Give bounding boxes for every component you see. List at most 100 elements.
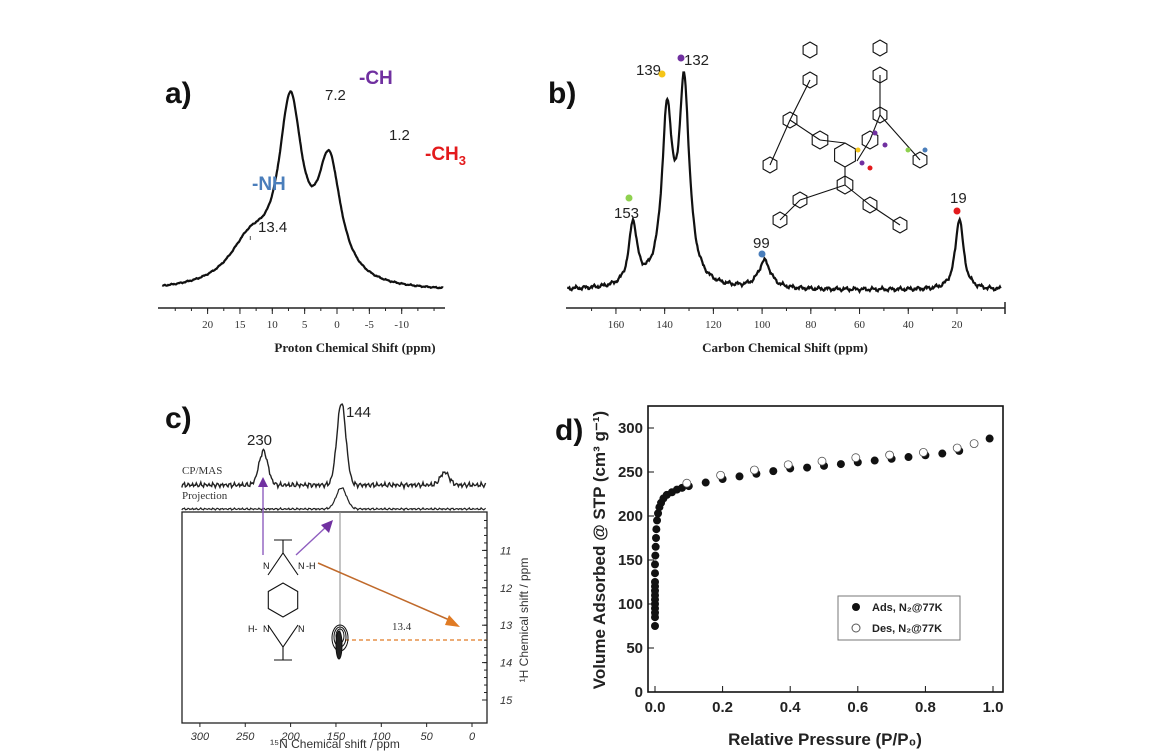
x-tick-label-d: 0.2: [712, 699, 733, 716]
x-tick-label-b: 40: [903, 319, 915, 331]
ads-point: [652, 534, 661, 542]
y-tick-label-d: 50: [626, 640, 643, 657]
peak-label-1-2: 1.2: [389, 127, 410, 144]
des-point: [817, 456, 827, 466]
carbon-spectrum-line: [567, 71, 1002, 295]
des-point: [885, 450, 894, 460]
y-tick-label-d: 300: [618, 420, 643, 437]
peak-label-132: 132: [684, 52, 709, 69]
x-tick-label-b: 100: [754, 319, 771, 331]
axes-d: 0.0 0.2 0.4 0.6 0.8 1.0 0 50 100 150 200 250 300: [618, 420, 1003, 716]
atom-marker-dot: [922, 147, 928, 153]
imidazole-ring-bottom: [267, 624, 299, 648]
x-tick-label-c: 100: [372, 731, 391, 743]
atom-symbol: N: [298, 624, 305, 634]
panel-c: 230 144 CP/MAS Projection 13.4 N N -HN NH- …: [181, 403, 531, 751]
des-point: [952, 443, 962, 453]
polymer-structure-drawing: [762, 39, 928, 234]
atom-marker-dot: [905, 147, 911, 153]
ads-point: [652, 525, 661, 534]
benzene-ring: [861, 130, 879, 150]
contour-core: [335, 630, 343, 660]
legend-box: [837, 595, 961, 641]
y-tick-label-c: 13: [500, 620, 513, 632]
x-tick-label-a: 15: [234, 319, 246, 331]
atom-marker-dot: [882, 142, 888, 148]
x-tick-label-c: 150: [327, 731, 346, 743]
x-tick-label-a: 5: [302, 319, 308, 331]
des-point: [969, 439, 979, 449]
projection-trace-label: Projection: [182, 490, 228, 502]
terminal-ring: [872, 39, 888, 57]
arrow-head-144: [321, 520, 333, 533]
x-tick-label-c: 50: [421, 731, 434, 743]
ads-point: [836, 460, 845, 469]
terminal-ring: [772, 211, 788, 229]
bond: [869, 114, 881, 141]
benzimidazole-ring: [862, 196, 878, 214]
benzene-ring: [267, 582, 299, 618]
panel-label-b: b): [548, 77, 576, 110]
benzimidazole-ring: [792, 191, 808, 209]
benzimidazole-ring: [872, 106, 888, 124]
x-tick-label-c: 300: [191, 731, 210, 743]
ch3-main-text: -CH: [425, 144, 459, 165]
marker-dot-139: [658, 70, 666, 78]
x-tick-label-a: 0: [334, 319, 340, 331]
atom-symbol: N: [263, 624, 270, 634]
bond: [856, 139, 871, 162]
y-tick-label-c: 11: [500, 545, 511, 557]
x-tick-label-a: 20: [202, 319, 214, 331]
y-tick-label-c: 12: [500, 583, 512, 595]
central-ring: [834, 142, 856, 168]
atom-marker-dot: [855, 147, 861, 153]
peak-label-230: 230: [247, 432, 272, 449]
x-tick-label-a: 10: [267, 319, 279, 331]
ads-point: [769, 467, 778, 476]
benzimidazole-ring: [802, 71, 818, 89]
ads-point: [904, 453, 913, 462]
peak-label-7-2: 7.2: [325, 87, 346, 104]
benzene-ring: [836, 175, 854, 195]
terminal-ring: [802, 41, 818, 59]
bond: [869, 204, 901, 226]
x-tick-label-b: 160: [608, 319, 625, 331]
x-tick-label-d: 0.0: [645, 699, 666, 716]
bond: [844, 184, 871, 206]
ads-point: [870, 456, 879, 465]
peak-label-153: 153: [614, 205, 639, 222]
ads-point: [651, 569, 659, 578]
atom-symbol: -H: [306, 561, 316, 571]
atom-marker-dot: [867, 165, 873, 171]
atom-marker-dot: [872, 130, 878, 136]
des-point: [851, 453, 861, 463]
marker-dot-153: [625, 194, 633, 202]
x-tick-label-d: 0.6: [847, 699, 868, 716]
imidazole-ring-top: [267, 552, 299, 576]
proton-spectrum-line: [161, 90, 444, 290]
y-tick-label-c: 15: [500, 695, 513, 707]
benzobisimidazole-structure: N N -HN NH-: [248, 539, 316, 661]
ads-point: [938, 449, 947, 458]
ads-point: [651, 551, 660, 560]
x-tick-label-c: 0: [469, 731, 476, 743]
peak-label-139: 139: [636, 62, 661, 79]
des-point: [682, 478, 692, 488]
y-tick-label-d: 150: [618, 552, 643, 569]
arrow-head-13-4: [445, 615, 460, 627]
ads-point: [651, 622, 659, 630]
legend-marker-ads: [852, 603, 860, 611]
peak-label-19: 19: [950, 190, 967, 207]
arrow-head-230: [258, 477, 268, 487]
cpmas-trace-label: CP/MAS: [182, 465, 222, 477]
legend-marker-des: [851, 623, 861, 633]
bond: [819, 139, 846, 144]
cross-peak-label: 13.4: [392, 621, 412, 633]
des-point: [716, 470, 725, 480]
x-axis-title-b: Carbon Chemical Shift (ppm): [702, 340, 868, 355]
peak-label-13-4: 13.4: [258, 219, 287, 236]
panel-label-c: c): [165, 402, 192, 435]
panel-b: 139 132 153 99 19 Carbon Chemical Shift …: [566, 39, 1006, 355]
panel-label-d: d): [555, 414, 583, 447]
